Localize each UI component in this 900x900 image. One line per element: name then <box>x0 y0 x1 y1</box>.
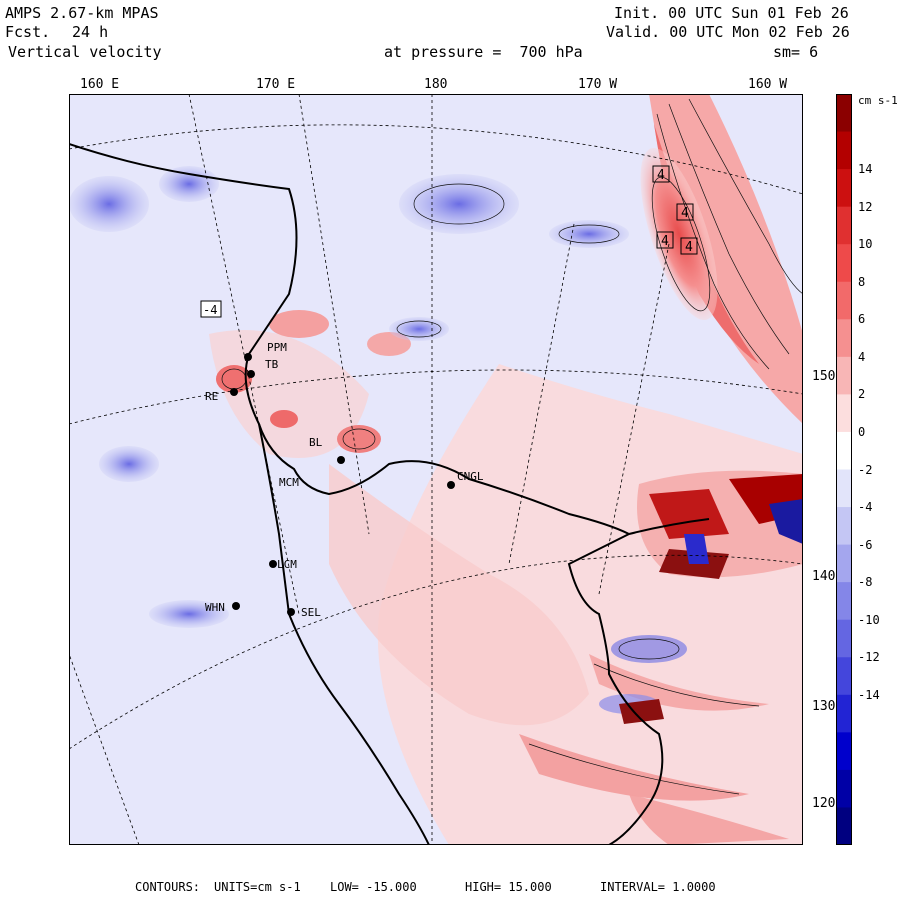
colorbar-segment <box>836 619 852 658</box>
footer-high: HIGH= 15.000 <box>465 880 552 894</box>
colorbar-tick-label: 0 <box>858 424 866 439</box>
station-label-bl: BL <box>309 436 323 449</box>
colorbar-segment <box>836 732 852 771</box>
colorbar-segment <box>836 319 852 358</box>
footer-contours: CONTOURS: <box>135 880 201 894</box>
colorbar-tick-label: -8 <box>858 575 873 590</box>
station-dots <box>230 353 455 616</box>
colorbar-segment <box>836 694 852 733</box>
svg-text:-4: -4 <box>203 303 217 317</box>
colorbar-segment <box>836 544 852 583</box>
colorbar-segment <box>836 582 852 621</box>
lon-label-160w: 160 W <box>748 77 788 92</box>
station-label-sel: SEL <box>301 606 321 619</box>
valid-time: Valid. 00 UTC Mon 02 Feb 26 <box>606 23 850 41</box>
graticule <box>69 94 803 845</box>
colorbar-tick-label: -10 <box>858 612 880 627</box>
max-markers: 4 4 4 4 <box>652 165 698 255</box>
max-marker-4: 4 <box>685 240 693 255</box>
colorbar-frame <box>836 94 852 845</box>
strong-convection-cluster <box>619 470 803 724</box>
colorbar-tick-label: 6 <box>858 312 866 327</box>
smoothing: sm= 6 <box>773 43 819 61</box>
station-label-tb: TB <box>265 358 279 371</box>
min-marker: -4 <box>200 300 222 318</box>
footer-low: LOW= -15.000 <box>330 880 417 894</box>
pressure-level: at pressure = 700 hPa <box>384 43 583 61</box>
colorbar-segment <box>836 507 852 546</box>
init-time: Init. 00 UTC Sun 01 Feb 26 <box>614 4 849 22</box>
colorbar-segment <box>836 281 852 320</box>
station-label-re: RE <box>205 390 218 403</box>
colorbar-tick-label: 4 <box>858 349 866 364</box>
colorbar <box>836 94 852 845</box>
model-title: AMPS 2.67-km MPAS <box>5 4 159 22</box>
station-label-mcm: MCM <box>279 476 299 489</box>
colorbar-segment <box>836 356 852 395</box>
colorbar-tick-label: 8 <box>858 274 866 289</box>
colorbar-tick-label: 14 <box>858 162 873 177</box>
station-label-lcm: LCM <box>277 558 297 571</box>
colorbar-segment <box>836 169 852 208</box>
colorbar-segment <box>836 807 852 845</box>
colorbar-tick-label: 2 <box>858 387 866 402</box>
lon-label-180: 180 <box>424 77 448 92</box>
colorbar-tick-label: -2 <box>858 462 873 477</box>
station-label-whn: WHN <box>205 601 225 614</box>
max-marker-2: 4 <box>681 206 689 221</box>
variable-name: Vertical velocity <box>8 43 162 61</box>
map-frame <box>69 94 803 845</box>
forecast-hour: 24 h <box>72 23 109 41</box>
footer-interval: INTERVAL= 1.0000 <box>600 880 716 894</box>
colorbar-tick-label: 12 <box>858 199 873 214</box>
colorbar-segment <box>836 394 852 433</box>
colorbar-segment <box>836 94 852 133</box>
colorbar-segment <box>836 769 852 808</box>
vertical-velocity-map: 4 4 4 4 -4 PPM TB RE MCM WHN SEL LCM CNG… <box>69 94 803 845</box>
colorbar-segment <box>836 469 852 508</box>
footer-units: UNITS=cm s-1 <box>214 880 301 894</box>
lon-label-170e: 170 E <box>256 77 296 92</box>
colorbar-tick-label: -14 <box>858 687 880 702</box>
colorbar-segment <box>836 657 852 696</box>
station-label-cngl: CNGL <box>457 470 484 483</box>
colorbar-tick-label: -12 <box>858 650 880 665</box>
coastline <box>69 143 710 845</box>
colorbar-tick-label: 10 <box>858 237 873 252</box>
forecast-label: Fcst. <box>5 23 51 41</box>
colorbar-segment <box>836 206 852 245</box>
max-marker-1: 4 <box>657 168 665 183</box>
station-label-ppm: PPM <box>267 341 287 354</box>
colorbar-segment <box>836 244 852 283</box>
colorbar-tick-label: -6 <box>858 537 873 552</box>
colorbar-units: cm s-1 <box>858 94 898 107</box>
max-marker-3: 4 <box>661 234 669 249</box>
colorbar-segment <box>836 131 852 170</box>
colorbar-segment <box>836 431 852 470</box>
lon-label-160e: 160 E <box>80 77 120 92</box>
colorbar-tick-label: -4 <box>858 500 873 515</box>
lon-label-170w: 170 W <box>578 77 618 92</box>
